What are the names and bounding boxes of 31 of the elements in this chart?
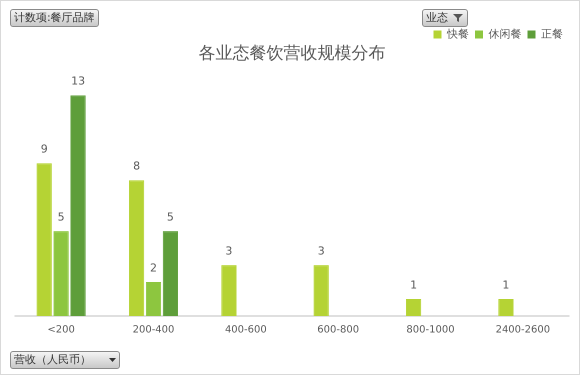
data-label: 9: [40, 142, 48, 156]
x-tick-label: 200-400: [132, 324, 174, 336]
data-label: 8: [133, 160, 140, 173]
data-label: 5: [166, 210, 174, 224]
bar: [146, 282, 162, 316]
bar: [70, 95, 86, 316]
bar: [128, 180, 144, 316]
bar: [314, 265, 329, 316]
bar: [54, 231, 69, 316]
legend-label: 正餐: [541, 27, 563, 40]
legend-title: 业态: [426, 11, 448, 25]
text: 计数项:餐厅品牌: [10, 9, 99, 27]
x-axis-title: 营收（人民币）: [14, 353, 91, 367]
legend-label: 快餐: [446, 27, 469, 40]
data-label: 1: [502, 278, 510, 292]
bar: [162, 231, 178, 316]
x-tick-label: 400-600: [224, 324, 267, 336]
data-label: 1: [410, 278, 418, 292]
data-label: 3: [225, 244, 232, 258]
x-tick-label: 800-1000: [406, 324, 455, 336]
data-label: 13: [71, 74, 86, 88]
x-tick-label: <200: [47, 324, 75, 336]
bar: [221, 265, 237, 316]
data-label: 5: [58, 210, 65, 224]
x-tick-label: 600-800: [317, 324, 360, 336]
bar: [36, 163, 52, 316]
data-label: 2: [150, 261, 157, 274]
data-label: 3: [318, 244, 325, 258]
chart-title: 各业态餐饮营收规模分布: [198, 44, 386, 64]
x-tick-label: 2400-2600: [496, 324, 550, 336]
legend-label: 休闲餐: [488, 27, 522, 40]
